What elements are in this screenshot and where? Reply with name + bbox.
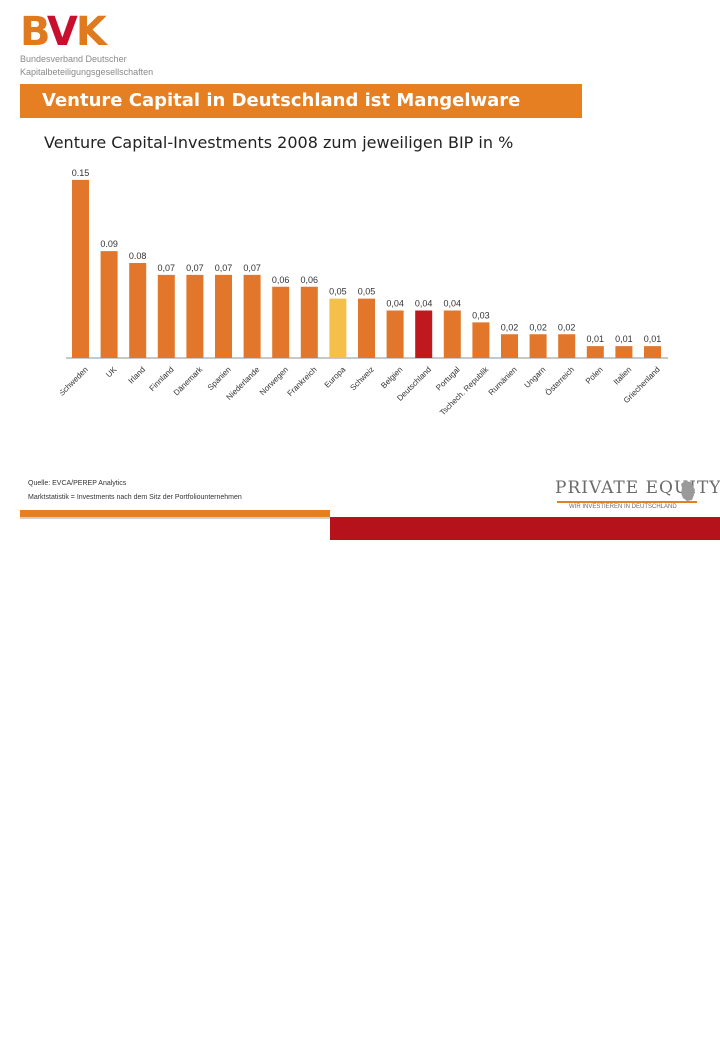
bar-finnland <box>157 274 175 358</box>
source-note: Quelle: EVCA/PEREP Analytics <box>28 480 127 487</box>
tick-label: Italien <box>612 365 633 386</box>
tick-label: Dänemark <box>172 364 205 397</box>
data-label: 0,05 <box>329 287 347 297</box>
data-label: 0,06 <box>301 275 319 285</box>
bar-tschech-republik <box>472 322 490 358</box>
data-label: 0.15 <box>72 168 90 178</box>
bar-ungarn <box>529 334 547 358</box>
tick-label: Belgien <box>379 365 404 390</box>
germany-map-icon <box>681 481 695 501</box>
bar-uk <box>100 251 118 358</box>
bar-europa <box>329 298 347 358</box>
data-label: 0,01 <box>644 334 662 344</box>
tick-label: Rumänien <box>487 365 519 397</box>
bar-frankreich <box>300 286 318 358</box>
data-label: 0,07 <box>186 263 204 273</box>
footer-accent-bar <box>20 510 330 517</box>
tick-label: Tschech. Republik <box>438 364 491 417</box>
bar-schweiz <box>358 298 375 358</box>
data-label: 0,04 <box>415 299 433 309</box>
tick-label: Spanien <box>206 365 233 392</box>
tick-label: Portugal <box>434 365 462 393</box>
private-equity-logo: PRIVATE EQUITY WIR INVESTIEREN IN DEUTSC… <box>555 478 720 518</box>
data-label: 0,05 <box>358 287 376 297</box>
bar-spanien <box>215 274 232 358</box>
bar-portugal <box>443 310 461 358</box>
tick-label: Schweden <box>60 365 90 398</box>
bar-griechenland <box>644 346 661 358</box>
data-label: 0,07 <box>158 263 176 273</box>
bar-deutschland <box>415 310 433 358</box>
title-bar: Venture Capital in Deutschland ist Mange… <box>20 84 582 118</box>
bar-österreich <box>558 334 576 358</box>
bar-rumänien <box>501 334 518 358</box>
tick-label: Österreich <box>544 365 576 397</box>
private-equity-logo-text: PRIVATE EQUITY <box>555 478 720 498</box>
data-label: 0,06 <box>272 275 290 285</box>
data-label: 0,03 <box>472 310 490 320</box>
bar-schweden <box>72 179 89 358</box>
bar-belgien <box>386 310 404 358</box>
tick-label: Finnland <box>148 365 176 393</box>
bar-italien <box>615 346 633 358</box>
bar-niederlande <box>243 274 261 358</box>
slide-title: Venture Capital in Deutschland ist Mange… <box>42 90 521 111</box>
tick-label: Schweiz <box>348 365 375 392</box>
bar-irland <box>129 263 147 358</box>
bar-norwegen <box>272 286 290 358</box>
footer-divider <box>20 517 330 519</box>
tick-label: Europa <box>323 365 348 390</box>
data-label: 0,01 <box>587 334 605 344</box>
chart-subtitle: Venture Capital-Investments 2008 zum jew… <box>44 133 514 152</box>
data-label: 0,02 <box>529 322 547 332</box>
logo-underline <box>557 501 697 503</box>
data-label: 0,04 <box>444 299 462 309</box>
data-label: 0,01 <box>615 334 633 344</box>
bvk-logo-line-1: Bundesverband Deutscher <box>20 54 127 64</box>
data-label: 0,04 <box>386 299 404 309</box>
tick-label: Ungarn <box>523 365 548 390</box>
private-equity-tagline: WIR INVESTIEREN IN DEUTSCHLAND <box>569 504 677 510</box>
tick-label: UK <box>104 365 119 380</box>
data-label: 0.09 <box>100 239 118 249</box>
footer-band: VC-Meeting // Frankfurt a.M., 16.6.2010 … <box>330 517 720 1046</box>
tick-label: Irland <box>127 365 148 386</box>
data-label: 0,07 <box>243 263 261 273</box>
meeting-info: VC-Meeting // Frankfurt a.M., 16.6.2010 … <box>557 1039 714 1046</box>
bar-dänemark <box>186 274 204 358</box>
data-label: 0.08 <box>129 251 147 261</box>
data-label: 0,02 <box>501 322 519 332</box>
source-definition: Marktstatistik = Investments nach dem Si… <box>28 494 242 501</box>
data-label: 0,07 <box>215 263 233 273</box>
bvk-logo-mark: BVK <box>20 9 107 55</box>
bvk-logo: BVK Bundesverband Deutscher Kapitalbetei… <box>20 12 160 82</box>
tick-label: Polen <box>584 365 605 386</box>
bvk-logo-line-2: Kapitalbeteiligungsgesellschaften <box>20 67 154 77</box>
data-label: 0,02 <box>558 322 576 332</box>
tick-label: Frankreich <box>286 365 319 398</box>
bar-chart: 0.15 Schweden 0.09 UK 0.08 Irland 0,07 Finnland… <box>60 168 668 417</box>
bar-polen <box>586 346 604 358</box>
